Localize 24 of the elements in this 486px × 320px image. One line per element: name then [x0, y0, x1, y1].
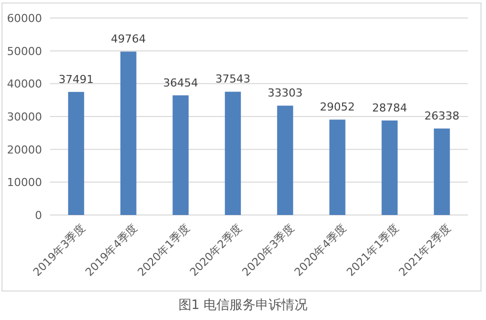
bar [68, 92, 84, 215]
data-label: 37543 [215, 72, 250, 86]
data-label: 33303 [268, 86, 303, 100]
y-tick-label: 0 [35, 209, 42, 222]
data-label: 29052 [320, 100, 355, 114]
data-label: 28784 [372, 101, 408, 114]
bar [224, 92, 241, 215]
y-tick-label: 10000 [7, 176, 42, 190]
bar [434, 128, 450, 215]
data-label: 36454 [163, 76, 198, 90]
bar [382, 120, 398, 215]
data-label: 37491 [58, 72, 94, 86]
y-tick-label: 30000 [7, 110, 42, 124]
data-label: 26338 [424, 110, 460, 123]
text: 图1 电信服务申诉情况 [178, 298, 308, 313]
y-tick-label: 20000 [7, 143, 42, 156]
y-tick-label: 60000 [7, 12, 42, 25]
bar [329, 120, 346, 215]
bar [172, 95, 189, 215]
data-label: 49764 [110, 32, 146, 46]
y-tick-label: 40000 [7, 78, 42, 91]
bar [277, 106, 294, 215]
bar [120, 52, 136, 215]
y-tick-label: 50000 [7, 44, 42, 58]
